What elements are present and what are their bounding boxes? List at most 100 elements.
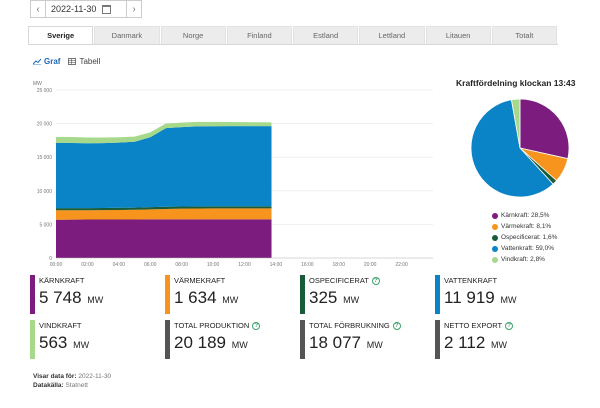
card-label-text: Vindkraft: [39, 321, 82, 330]
legend-dot: [492, 245, 498, 252]
tab-totalt[interactable]: Totalt: [491, 26, 557, 44]
y-tick-label: 0: [49, 256, 52, 262]
card-label: Vattenkraft: [444, 276, 570, 285]
view-toggle-group: Graf Tabell: [33, 57, 100, 66]
card-label: Värmekraft: [174, 276, 300, 285]
tab-lettland[interactable]: Lettland: [359, 26, 425, 44]
card-unit: MW: [366, 340, 383, 350]
country-tabs: Sverige Danmark Norge Finland Estland Le…: [28, 26, 558, 45]
info-icon[interactable]: ?: [371, 276, 380, 285]
power-production-chart: 25 000 20 000 15 000 10 000 5 000 000:00 02:00…: [37, 88, 433, 268]
chart-unit-label: MW: [33, 81, 42, 87]
line-chart-icon: [33, 58, 41, 65]
data-footer: Visar data för: 2022-11-30 Datakälla: St…: [33, 372, 111, 390]
tab-estland[interactable]: Estland: [293, 26, 359, 44]
date-value: 2022-11-30: [51, 4, 97, 14]
card-label-text: Vattenkraft: [444, 276, 498, 285]
legend-item-karnkraft: Kärnkraft: 28,5%: [492, 210, 557, 221]
stat-cards: Kärnkraft 5 748 MW Värmekraft 1 634 MW O…: [30, 274, 570, 359]
card-value-number: 20 189: [174, 333, 226, 352]
card-label: Kärnkraft: [39, 276, 165, 285]
legend-dot: [492, 223, 498, 230]
x-tick-label: 00:00: [50, 262, 63, 268]
card-value-number: 5 748: [39, 288, 82, 307]
card-label-text: Kärnkraft: [39, 276, 85, 285]
card-color-bar: [30, 275, 35, 314]
card-label: Netto export?: [444, 321, 570, 330]
tab-danmark[interactable]: Danmark: [94, 26, 160, 44]
card-unit: MW: [73, 340, 90, 350]
data-source-label: Datakälla:: [33, 382, 64, 389]
x-tick-label: 04:00: [113, 262, 126, 268]
series-area-vindkraft: [56, 121, 272, 144]
card-label: Ospecificerat?: [309, 276, 435, 285]
card-unit: MW: [87, 295, 104, 305]
legend-item-varmekraft: Värmekraft: 8,1%: [492, 221, 557, 232]
card-value: 18 077 MW: [309, 333, 435, 353]
card-color-bar: [435, 320, 440, 359]
tab-sverige[interactable]: Sverige: [28, 26, 94, 44]
series-area-ospecificerat: [56, 206, 272, 211]
pie-title: Kraftfördelning klockan 13:43: [456, 78, 576, 88]
card-total-produktion: Total produktion? 20 189 MW: [165, 319, 300, 359]
card-label: Total produktion?: [174, 321, 300, 330]
table-view-label: Tabell: [79, 57, 101, 66]
table-view-toggle[interactable]: Tabell: [68, 57, 100, 66]
legend-item-ospecificerat: Ospecificerat: 1,6%: [492, 232, 557, 243]
data-source-line: Datakälla: Statnett: [33, 381, 111, 390]
series-area-värmekraft: [56, 208, 272, 220]
info-icon[interactable]: ?: [505, 321, 514, 330]
card-value-number: 11 919: [444, 288, 495, 307]
series-area-vattenkraft: [56, 126, 272, 209]
legend-label: Vindkraft: 2,8%: [501, 256, 545, 263]
card-value: 1 634 MW: [174, 288, 300, 308]
card-color-bar: [300, 320, 305, 359]
legend-label: Vattenkraft: 59,0%: [501, 245, 554, 252]
card-value-number: 2 112: [444, 333, 486, 352]
card-label-text: Total produktion: [174, 321, 250, 330]
card-total-forbrukning: Total förbrukning? 18 077 MW: [300, 319, 435, 359]
card-color-bar: [30, 320, 35, 359]
card-value-number: 18 077: [309, 333, 361, 352]
card-value-number: 563: [39, 333, 68, 352]
pie-slice-vindkraft: [510, 98, 521, 149]
legend-label: Kärnkraft: 28,5%: [501, 212, 550, 219]
y-tick-label: 20 000: [37, 122, 53, 128]
date-picker[interactable]: 2022-11-30: [46, 0, 126, 18]
legend-item-vindkraft: Vindkraft: 2,8%: [492, 254, 557, 265]
info-icon[interactable]: ?: [252, 321, 261, 330]
chevron-right-icon[interactable]: ›: [126, 0, 142, 18]
graph-view-toggle[interactable]: Graf: [33, 57, 60, 66]
y-tick-label: 25 000: [37, 88, 53, 94]
info-icon[interactable]: ?: [392, 321, 401, 330]
card-karnkraft: Kärnkraft 5 748 MW: [30, 274, 165, 314]
chevron-left-icon[interactable]: ‹: [30, 0, 46, 18]
card-color-bar: [435, 275, 440, 314]
card-unit: MW: [491, 340, 508, 350]
x-tick-label: 20:00: [364, 262, 377, 268]
card-label-text: Ospecificerat: [309, 276, 369, 285]
tab-norge[interactable]: Norge: [160, 26, 226, 44]
card-value: 11 919 MW: [444, 288, 570, 308]
card-value: 5 748 MW: [39, 288, 165, 308]
x-tick-label: 06:00: [144, 262, 157, 268]
x-tick-label: 10:00: [207, 262, 220, 268]
card-label-text: Netto export: [444, 321, 503, 330]
legend-label: Ospecificerat: 1,6%: [501, 234, 558, 241]
card-label: Vindkraft: [39, 321, 165, 330]
power-distribution-pie: [470, 98, 570, 198]
pie-slice-kärnkraft: [519, 98, 570, 160]
legend-item-vattenkraft: Vattenkraft: 59,0%: [492, 243, 557, 254]
card-unit: MW: [231, 340, 248, 350]
date-navigator: ‹ 2022-11-30 ›: [30, 0, 142, 18]
tab-finland[interactable]: Finland: [226, 26, 292, 44]
card-ospecificerat: Ospecificerat? 325 MW: [300, 274, 435, 314]
tab-litauen[interactable]: Litauen: [425, 26, 491, 44]
card-vindkraft: Vindkraft 563 MW: [30, 319, 165, 359]
legend-dot: [492, 234, 498, 241]
card-color-bar: [300, 275, 305, 314]
graph-view-label: Graf: [44, 57, 61, 66]
legend-dot: [492, 212, 498, 219]
card-value: 2 112 MW: [444, 333, 570, 353]
calendar-icon[interactable]: [102, 4, 112, 14]
